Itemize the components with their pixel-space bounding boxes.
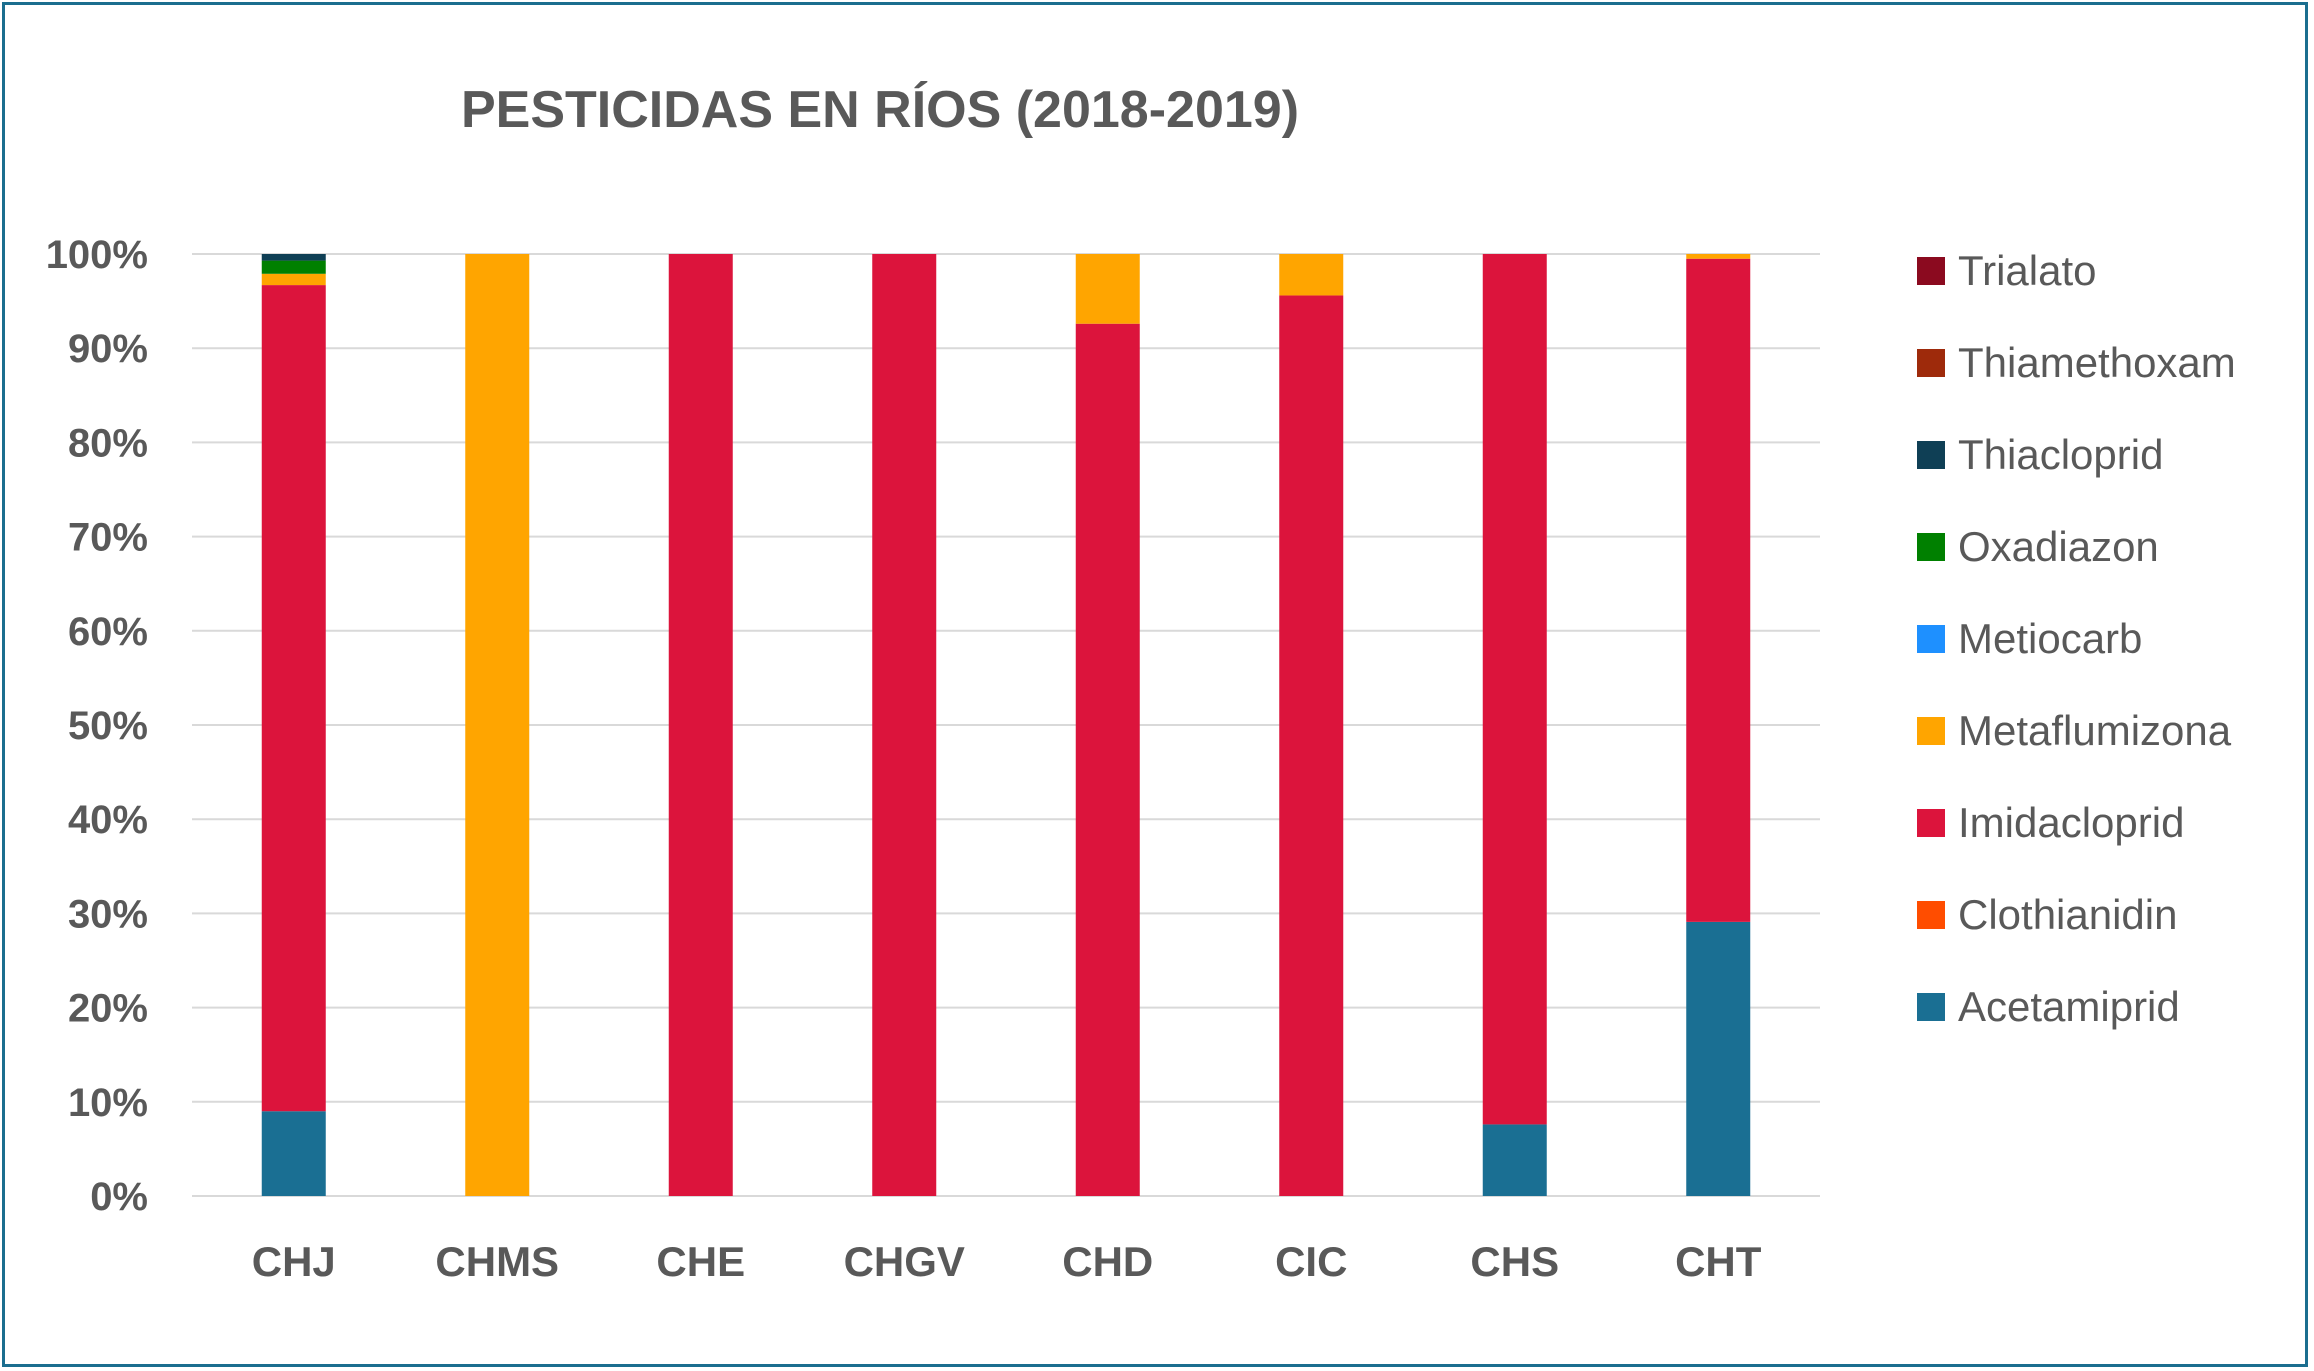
legend-label: Thiacloprid — [1958, 431, 2163, 478]
bar-segment — [1075, 254, 1140, 324]
bar-segment — [261, 285, 326, 1112]
y-tick-label: 20% — [68, 987, 148, 1031]
bar-segment — [261, 273, 326, 286]
bar-segment — [872, 254, 937, 1196]
x-tick-label: CHJ — [252, 1238, 336, 1285]
x-tick-label: CHS — [1470, 1238, 1559, 1285]
bar-segment — [261, 254, 326, 261]
y-tick-label: 50% — [68, 704, 148, 748]
x-tick-label: CHMS — [435, 1238, 559, 1285]
legend-swatch — [1917, 901, 1945, 929]
legend-label: Metaflumizona — [1958, 707, 2232, 754]
bar-segment — [1482, 1124, 1547, 1196]
bars — [261, 254, 1751, 1196]
x-axis-ticks: CHJ CHMS CHE CHGV CHD CIC CHS CHT — [252, 1238, 1762, 1285]
y-tick-label: 0% — [90, 1175, 148, 1219]
bar-segment — [261, 1111, 326, 1196]
y-axis-ticks: 0% 10% 20% 30% 40% 50% 60% 70% 80% 90% 100% — [46, 233, 148, 1219]
y-tick-label: 40% — [68, 798, 148, 842]
legend-swatch — [1917, 993, 1945, 1021]
x-tick-label: CHGV — [844, 1238, 965, 1285]
gridlines — [192, 253, 1820, 1197]
legend-label: Acetamiprid — [1958, 983, 2180, 1030]
y-tick-label: 30% — [68, 892, 148, 936]
legend-swatch — [1917, 809, 1945, 837]
bar-segment — [1686, 254, 1751, 259]
y-tick-label: 10% — [68, 1081, 148, 1125]
legend-label: Oxadiazon — [1958, 523, 2159, 570]
y-tick-label: 70% — [68, 516, 148, 560]
chart-title: PESTICIDAS EN RÍOS (2018-2019) — [460, 81, 1300, 139]
legend: Trialato Thiamethoxam Thiacloprid Oxadiazon… — [1917, 247, 2236, 1030]
bar-segment — [1075, 323, 1140, 1196]
bar-segment — [1482, 254, 1547, 1125]
legend-swatch — [1917, 441, 1945, 469]
legend-label: Trialato — [1958, 247, 2097, 294]
legend-swatch — [1917, 625, 1945, 653]
y-tick-label: 90% — [68, 327, 148, 371]
bar-segment — [1686, 921, 1751, 1196]
y-tick-label: 80% — [68, 421, 148, 465]
legend-swatch — [1917, 257, 1945, 285]
bar-segment — [668, 254, 733, 1196]
legend-label: Clothianidin — [1958, 891, 2177, 938]
x-tick-label: CHE — [656, 1238, 745, 1285]
x-tick-label: CHT — [1675, 1238, 1762, 1285]
y-tick-label: 60% — [68, 610, 148, 654]
bar-segment — [1279, 254, 1344, 296]
legend-swatch — [1917, 533, 1945, 561]
y-tick-label: 100% — [46, 233, 148, 277]
legend-label: Metiocarb — [1958, 615, 2142, 662]
legend-label: Imidacloprid — [1958, 799, 2184, 846]
x-tick-label: CIC — [1275, 1238, 1347, 1285]
bar-segment — [465, 254, 530, 1196]
legend-swatch — [1917, 349, 1945, 377]
x-tick-label: CHD — [1062, 1238, 1153, 1285]
legend-swatch — [1917, 717, 1945, 745]
bar-segment — [261, 260, 326, 274]
bar-segment — [1279, 295, 1344, 1196]
bar-segment — [1686, 258, 1751, 922]
legend-label: Thiamethoxam — [1958, 339, 2236, 386]
